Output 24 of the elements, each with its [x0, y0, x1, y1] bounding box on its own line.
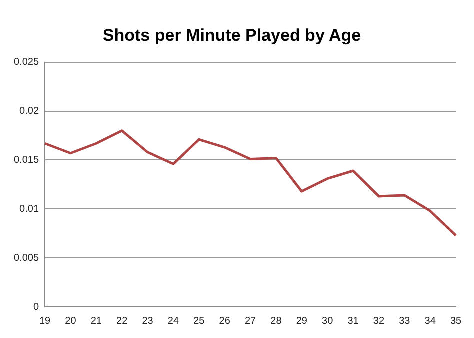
x-tick-label: 22 — [116, 316, 128, 327]
x-tick-label: 23 — [142, 316, 154, 327]
x-tick-label: 29 — [296, 316, 308, 327]
x-tick-label: 20 — [65, 316, 77, 327]
x-tick-label: 26 — [219, 316, 231, 327]
x-tick-label: 35 — [450, 316, 462, 327]
x-tick-label: 32 — [373, 316, 385, 327]
x-tick-label: 25 — [194, 316, 206, 327]
x-tick-label: 21 — [90, 316, 102, 327]
y-tick-label: 0.02 — [20, 106, 40, 118]
y-tick-label: 0 — [33, 302, 40, 313]
x-tick-label: 33 — [399, 316, 411, 327]
y-tick-label: 0.005 — [14, 252, 40, 264]
x-tick-label: 30 — [322, 316, 334, 327]
y-tick-label: 0.01 — [20, 204, 40, 215]
y-tick-label: 0.015 — [14, 154, 40, 166]
x-tick-label: 28 — [270, 316, 282, 327]
x-tick-label: 19 — [39, 316, 52, 327]
x-tick-label: 34 — [424, 316, 436, 327]
x-tick-label: 27 — [244, 316, 257, 327]
x-tick-label: 31 — [348, 316, 360, 327]
x-tick-label: 24 — [168, 316, 180, 327]
y-tick-label: 0.025 — [14, 57, 40, 68]
chart-title: Shots per Minute Played by Age — [102, 26, 362, 45]
